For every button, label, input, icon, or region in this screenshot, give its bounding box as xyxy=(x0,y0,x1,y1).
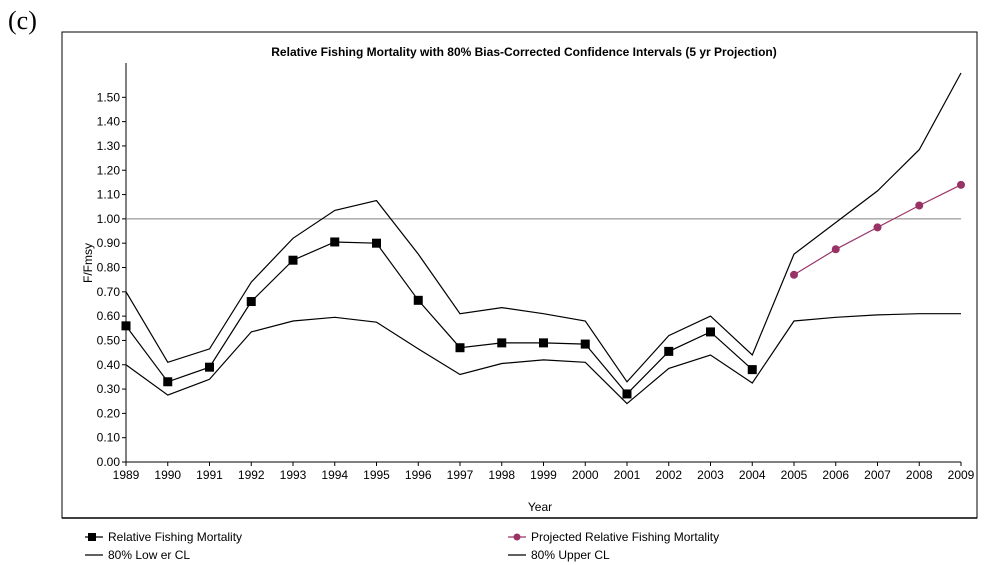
y-tick-label: 0.10 xyxy=(97,431,121,445)
x-tick-label: 2009 xyxy=(948,468,975,482)
y-axis-label: F/Fmsy xyxy=(81,243,95,283)
x-tick-label: 2007 xyxy=(864,468,891,482)
x-tick-label: 1994 xyxy=(321,468,348,482)
y-tick-label: 1.20 xyxy=(97,163,121,177)
data-point-square xyxy=(288,255,298,265)
x-tick-label: 1991 xyxy=(196,468,223,482)
x-tick-label: 2005 xyxy=(781,468,808,482)
chart-title: Relative Fishing Mortality with 80% Bias… xyxy=(271,45,776,59)
data-point-square xyxy=(706,327,715,337)
legend-label: Projected Relative Fishing Mortality xyxy=(531,530,719,544)
series-line-3 xyxy=(125,72,962,383)
x-tick-label: 1996 xyxy=(405,468,432,482)
x-tick-label: 1989 xyxy=(113,468,140,482)
y-tick-label: 1.50 xyxy=(97,90,121,104)
axes xyxy=(122,63,962,466)
y-tick-label: 1.40 xyxy=(97,115,121,129)
y-tick-label: 0.30 xyxy=(97,382,121,396)
x-tick-label: 1999 xyxy=(530,468,557,482)
legend-label: 80% Upper CL xyxy=(531,548,610,562)
data-point-circle xyxy=(957,180,965,189)
y-tick-label: 0.60 xyxy=(97,309,121,323)
y-tick-label: 0.90 xyxy=(97,236,121,250)
data-point-square xyxy=(372,238,381,248)
data-point-square xyxy=(622,389,632,399)
legend-swatch-circle xyxy=(513,533,521,541)
data-point-circle xyxy=(831,245,840,254)
data-point-square xyxy=(163,377,173,387)
y-tick-label: 0.40 xyxy=(97,358,121,372)
x-tick-label: 2000 xyxy=(572,468,599,482)
data-point-square xyxy=(539,338,548,348)
x-tick-label: 2004 xyxy=(739,468,766,482)
data-point-square xyxy=(246,297,256,307)
legend-swatch-square xyxy=(88,533,96,541)
series-line-2 xyxy=(125,313,961,405)
tick-labels: 0.00 0.10 0.20 0.30 0.40 0.50 0.60 0.70 0.80 0.90… xyxy=(97,90,975,482)
panel-label: (c) xyxy=(8,6,37,35)
x-tick-label: 1990 xyxy=(154,468,181,482)
x-tick-label: 2002 xyxy=(655,468,682,482)
y-tick-label: 0.70 xyxy=(97,285,121,299)
y-tick-label: 0.50 xyxy=(97,333,121,347)
data-point-circle xyxy=(873,223,882,232)
chart-frame xyxy=(61,31,978,519)
y-tick-label: 0.20 xyxy=(97,406,121,420)
data-point-square xyxy=(205,362,214,372)
x-tick-label: 1993 xyxy=(280,468,307,482)
data-point-square xyxy=(497,338,507,348)
data-point-square xyxy=(664,346,674,356)
data-point-square xyxy=(455,343,465,353)
data-point-square xyxy=(121,321,131,331)
x-tick-label: 1997 xyxy=(447,468,474,482)
x-tick-label: 1995 xyxy=(363,468,390,482)
data-point-square xyxy=(330,237,340,247)
legend-label: Relative Fishing Mortality xyxy=(108,530,242,544)
y-tick-label: 1.00 xyxy=(97,212,121,226)
data-point-circle xyxy=(915,201,924,210)
series-line-0 xyxy=(125,241,753,395)
x-tick-label: 2008 xyxy=(906,468,933,482)
y-tick-label: 0.80 xyxy=(97,261,121,275)
data-point-square xyxy=(413,295,423,305)
data-point-square xyxy=(580,339,590,349)
x-axis-label: Year xyxy=(528,500,552,514)
x-tick-label: 2001 xyxy=(614,468,641,482)
y-tick-label: 0.00 xyxy=(97,455,121,469)
x-tick-label: 1992 xyxy=(238,468,265,482)
x-tick-label: 2003 xyxy=(697,468,724,482)
x-tick-label: 1998 xyxy=(488,468,515,482)
y-tick-label: 1.30 xyxy=(97,139,121,153)
legend: Relative Fishing Mortality Projected Rela… xyxy=(85,530,719,562)
data-point-circle xyxy=(790,270,798,279)
legend-label: 80% Low er CL xyxy=(108,548,190,562)
series-layer xyxy=(121,72,965,405)
y-tick-label: 1.10 xyxy=(97,188,121,202)
x-tick-label: 2006 xyxy=(822,468,849,482)
data-point-square xyxy=(747,365,757,375)
